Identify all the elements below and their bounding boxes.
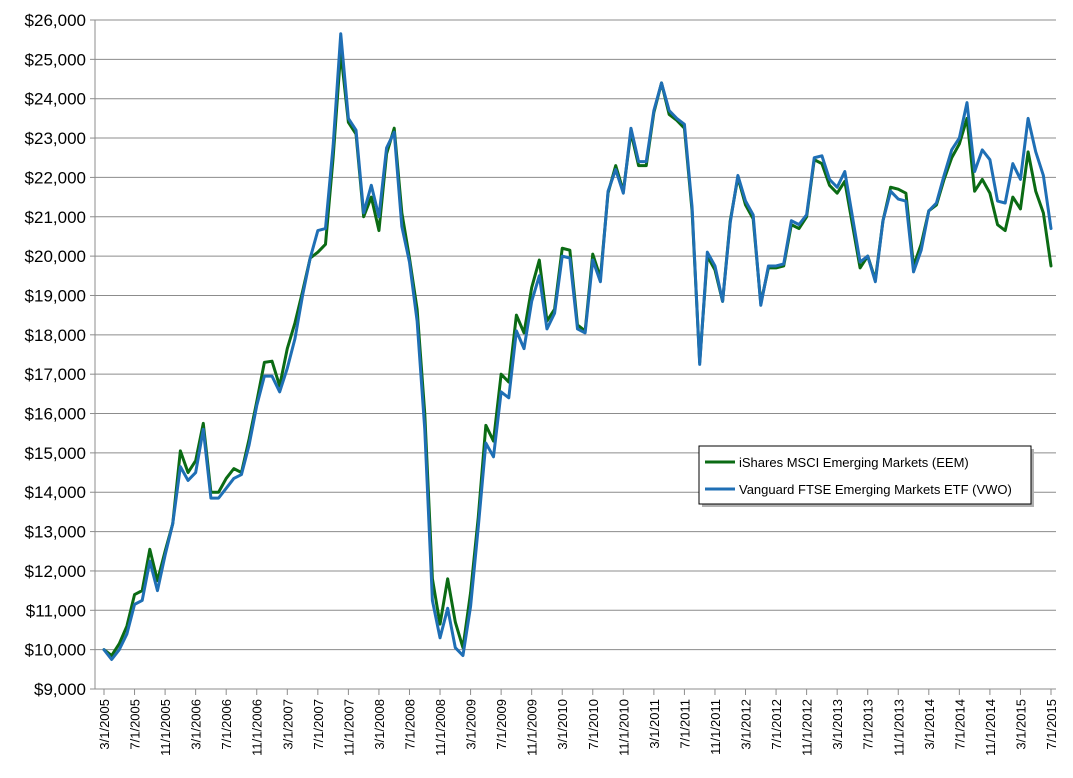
x-tick-label: 11/1/2006 bbox=[250, 699, 265, 756]
y-tick-label: $15,000 bbox=[25, 444, 86, 463]
series-line-vwo bbox=[102, 32, 1053, 661]
x-tick-label: 7/1/2008 bbox=[402, 699, 417, 750]
y-tick-label: $16,000 bbox=[25, 405, 86, 424]
legend: iShares MSCI Emerging Markets (EEM) Vangu… bbox=[698, 445, 1034, 507]
y-tick-label: $22,000 bbox=[25, 168, 86, 187]
y-tick-label: $18,000 bbox=[25, 326, 86, 345]
gridlines bbox=[95, 19, 1056, 690]
x-tick-label: 11/1/2010 bbox=[616, 699, 631, 756]
y-tick-label: $17,000 bbox=[25, 365, 86, 384]
x-tick-label: 7/1/2009 bbox=[494, 699, 509, 750]
x-tick-label: 7/1/2014 bbox=[952, 699, 967, 750]
x-tick-label: 3/1/2011 bbox=[647, 699, 662, 749]
y-tick-label: $25,000 bbox=[25, 50, 86, 69]
x-tick-label: 11/1/2008 bbox=[433, 699, 448, 756]
x-tick-label: 7/1/2015 bbox=[1044, 699, 1059, 750]
x-tick-label: 3/1/2008 bbox=[372, 699, 387, 750]
x-tick-label: 7/1/2010 bbox=[586, 699, 601, 750]
x-tick-label: 3/1/2009 bbox=[464, 699, 479, 750]
x-tick-label: 11/1/2005 bbox=[158, 699, 173, 756]
x-tick-label: 3/1/2014 bbox=[922, 699, 937, 750]
x-tick-label: 7/1/2012 bbox=[769, 699, 784, 750]
y-tick-label: $24,000 bbox=[25, 90, 86, 109]
y-tick-label: $19,000 bbox=[25, 286, 86, 305]
x-tick-label: 11/1/2011 bbox=[708, 699, 723, 755]
x-tick-label: 11/1/2013 bbox=[891, 699, 906, 756]
y-tick-label: $20,000 bbox=[25, 247, 86, 266]
x-tick-label: 3/1/2013 bbox=[830, 699, 845, 750]
x-tick-label: 3/1/2010 bbox=[555, 699, 570, 750]
x-tick-label: 3/1/2012 bbox=[739, 699, 754, 750]
y-tick-label: $9,000 bbox=[34, 680, 86, 699]
x-axis: 3/1/2005 7/1/2005 11/1/2005 3/1/2006 7/1/200… bbox=[95, 688, 1059, 756]
legend-label: iShares MSCI Emerging Markets (EEM) bbox=[739, 455, 969, 470]
y-axis: $9,000 $10,000 $11,000 $12,000 $13,000 $14,00… bbox=[25, 11, 96, 699]
x-tick-label: 11/1/2009 bbox=[525, 699, 540, 756]
y-tick-label: $10,000 bbox=[25, 641, 86, 660]
x-tick-label: 3/1/2005 bbox=[97, 699, 112, 750]
y-tick-label: $13,000 bbox=[25, 523, 86, 542]
x-tick-label: 7/1/2011 bbox=[677, 699, 692, 749]
legend-label: Vanguard FTSE Emerging Markets ETF (VWO) bbox=[739, 482, 1012, 497]
x-tick-label: 7/1/2005 bbox=[128, 699, 143, 750]
y-tick-label: $11,000 bbox=[26, 601, 86, 620]
x-tick-label: 3/1/2006 bbox=[189, 699, 204, 750]
x-tick-label: 11/1/2014 bbox=[983, 699, 998, 756]
series-lines bbox=[102, 32, 1053, 661]
x-tick-label: 7/1/2006 bbox=[219, 699, 234, 750]
x-tick-label: 11/1/2007 bbox=[341, 699, 356, 756]
x-tick-label: 7/1/2013 bbox=[861, 699, 876, 750]
y-tick-label: $21,000 bbox=[25, 208, 86, 227]
y-tick-label: $14,000 bbox=[25, 483, 86, 502]
x-tick-label: 3/1/2015 bbox=[1013, 699, 1028, 750]
x-tick-label: 11/1/2012 bbox=[800, 699, 815, 756]
x-tick-label: 7/1/2007 bbox=[311, 699, 326, 750]
y-tick-label: $26,000 bbox=[25, 11, 86, 30]
legend-box bbox=[698, 445, 1032, 505]
y-tick-label: $12,000 bbox=[25, 562, 86, 581]
x-tick-label: 3/1/2007 bbox=[280, 699, 295, 750]
y-tick-label: $23,000 bbox=[25, 129, 86, 148]
series-line-eem bbox=[102, 49, 1053, 658]
